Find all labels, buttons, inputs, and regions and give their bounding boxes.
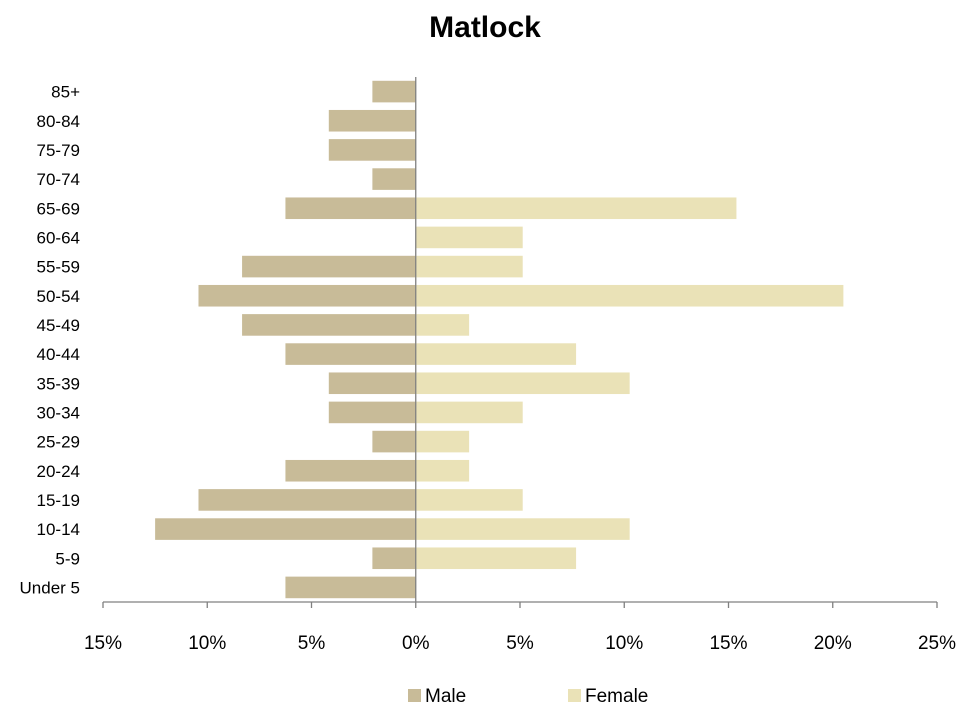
- male-bar-20-24: [285, 459, 416, 482]
- category-label: 5-9: [55, 549, 80, 568]
- male-bar-80-84: [328, 109, 416, 132]
- category-label: Under 5: [20, 578, 80, 597]
- male-bar-30-34: [328, 401, 416, 424]
- female-bar-25-29: [415, 430, 470, 453]
- category-label: 75-79: [37, 141, 80, 160]
- category-label: 80-84: [37, 112, 80, 131]
- category-label: 20-24: [37, 462, 80, 481]
- x-tick-label: 10%: [188, 633, 226, 654]
- female-bar-45-49: [415, 314, 470, 336]
- male-bar-75-79: [328, 139, 416, 161]
- category-label: 30-34: [37, 403, 80, 422]
- x-tick-label: 15%: [709, 633, 747, 654]
- male-bar-45-49: [242, 314, 416, 336]
- male-bar-50-54: [198, 284, 416, 307]
- female-bar-40-44: [415, 343, 577, 365]
- female-bar-50-54: [415, 284, 844, 307]
- x-tick-label: 5%: [298, 633, 326, 654]
- female-bar-60-64: [415, 226, 523, 249]
- category-label: 70-74: [37, 170, 80, 189]
- male-bar-55-59: [242, 255, 416, 278]
- x-tick-label: 0%: [402, 633, 430, 654]
- male-bar-15-19: [198, 489, 416, 511]
- female-bar-55-59: [415, 255, 523, 278]
- male-bar-35-39: [328, 372, 416, 395]
- category-label: 85+: [51, 83, 80, 102]
- female-bar-20-24: [415, 459, 470, 482]
- category-label: 55-59: [37, 258, 80, 277]
- female-bar-15-19: [415, 489, 523, 511]
- category-label: 45-49: [37, 316, 80, 335]
- male-bar-5-9: [372, 547, 416, 570]
- category-label: 35-39: [37, 374, 80, 393]
- category-label: 25-29: [37, 433, 80, 452]
- category-labels: Under 5 5-9 10-14 15-19 20-24 25-29 30-34 35-39…: [20, 83, 81, 598]
- category-label: 40-44: [37, 345, 80, 364]
- category-label: 10-14: [37, 520, 80, 539]
- male-bar-under-5: [285, 576, 416, 599]
- chart-title: Matlock: [429, 11, 541, 44]
- male-bar-65-69: [285, 197, 416, 220]
- bars-group: [155, 80, 844, 599]
- male-bar-25-29: [372, 430, 416, 453]
- female-legend-label: Female: [585, 686, 648, 707]
- x-tick-label: 5%: [506, 633, 534, 654]
- category-label: 15-19: [37, 491, 80, 510]
- female-bar-35-39: [415, 372, 630, 395]
- male-bar-40-44: [285, 343, 416, 365]
- legend: Male Female: [408, 686, 648, 707]
- x-axis: 15% 10% 5% 0% 5% 10% 15% 20% 25%: [84, 601, 956, 654]
- male-bar-70-74: [372, 168, 416, 190]
- female-bar-30-34: [415, 401, 523, 424]
- female-bar-10-14: [415, 518, 630, 540]
- male-legend-swatch: [408, 689, 421, 702]
- x-tick-label: 15%: [84, 633, 122, 654]
- category-label: 60-64: [37, 228, 80, 247]
- x-tick-label: 20%: [814, 633, 852, 654]
- category-label: 50-54: [37, 287, 80, 306]
- female-bar-65-69: [415, 197, 737, 220]
- female-bar-5-9: [415, 547, 577, 570]
- female-legend-swatch: [568, 689, 581, 702]
- category-label: 65-69: [37, 199, 80, 218]
- male-legend-label: Male: [425, 686, 466, 707]
- x-tick-label: 10%: [605, 633, 643, 654]
- male-bar-10-14: [155, 518, 416, 540]
- x-tick-label: 25%: [918, 633, 956, 654]
- male-bar-85+: [372, 80, 416, 103]
